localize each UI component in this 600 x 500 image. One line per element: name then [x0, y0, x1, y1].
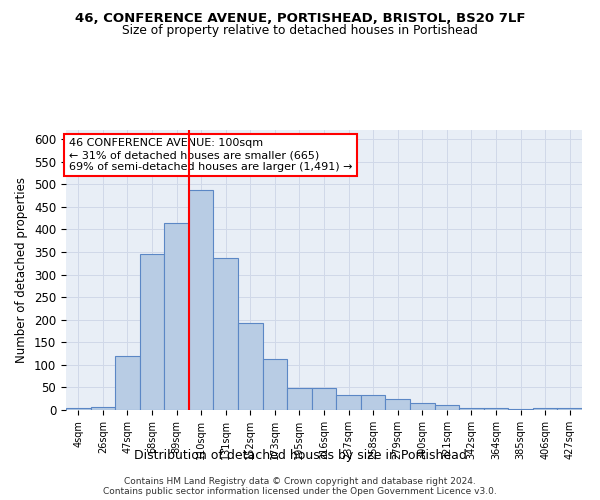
Bar: [66, 408, 91, 410]
Bar: [91, 408, 115, 410]
Text: Distribution of detached houses by size in Portishead: Distribution of detached houses by size …: [134, 448, 466, 462]
Bar: [508, 408, 533, 410]
Bar: [263, 360, 287, 410]
Bar: [238, 324, 263, 410]
Bar: [189, 190, 214, 410]
Bar: [459, 408, 484, 410]
Text: Contains HM Land Registry data © Crown copyright and database right 2024.: Contains HM Land Registry data © Crown c…: [124, 476, 476, 486]
Text: 46, CONFERENCE AVENUE, PORTISHEAD, BRISTOL, BS20 7LF: 46, CONFERENCE AVENUE, PORTISHEAD, BRIST…: [75, 12, 525, 26]
Bar: [361, 394, 385, 410]
Bar: [214, 258, 238, 410]
Bar: [533, 408, 557, 410]
Bar: [164, 222, 189, 410]
Y-axis label: Number of detached properties: Number of detached properties: [16, 177, 28, 363]
Bar: [115, 356, 140, 410]
Bar: [434, 406, 459, 410]
Bar: [484, 408, 508, 410]
Bar: [287, 388, 312, 410]
Text: Size of property relative to detached houses in Portishead: Size of property relative to detached ho…: [122, 24, 478, 37]
Text: Contains public sector information licensed under the Open Government Licence v3: Contains public sector information licen…: [103, 486, 497, 496]
Bar: [140, 254, 164, 410]
Bar: [557, 408, 582, 410]
Bar: [385, 398, 410, 410]
Bar: [410, 403, 434, 410]
Text: 46 CONFERENCE AVENUE: 100sqm
← 31% of detached houses are smaller (665)
69% of s: 46 CONFERENCE AVENUE: 100sqm ← 31% of de…: [68, 138, 352, 172]
Bar: [336, 394, 361, 410]
Bar: [312, 388, 336, 410]
